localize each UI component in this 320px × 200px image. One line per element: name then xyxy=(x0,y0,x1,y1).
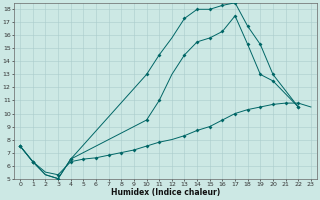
X-axis label: Humidex (Indice chaleur): Humidex (Indice chaleur) xyxy=(111,188,220,197)
